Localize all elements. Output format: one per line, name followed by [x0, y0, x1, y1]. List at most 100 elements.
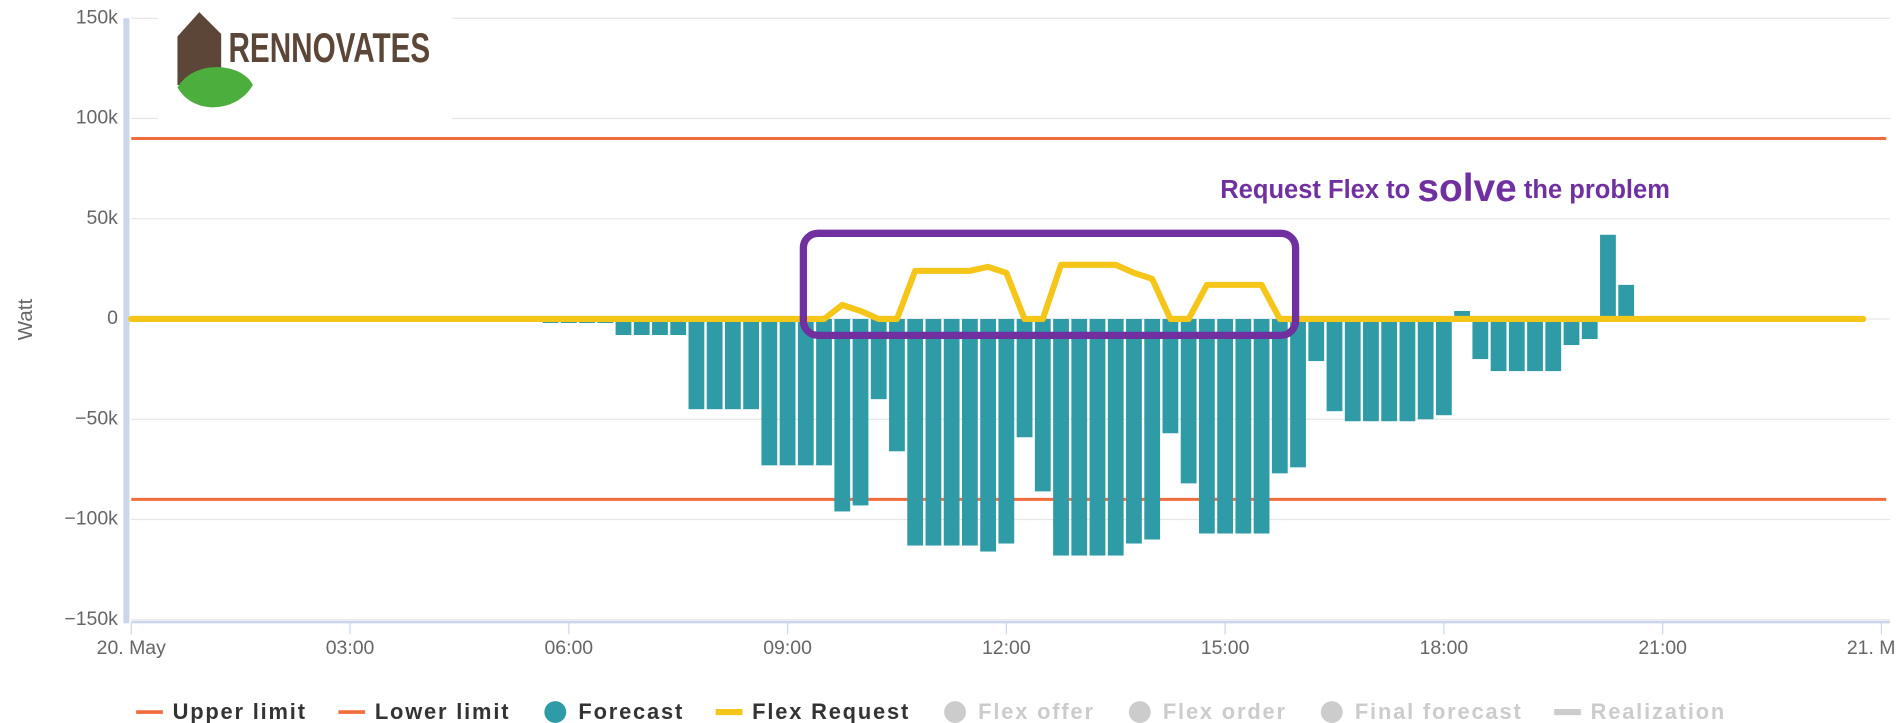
annotation-part: Request Flex to [1220, 176, 1417, 204]
bar [1618, 284, 1635, 319]
logo-leaf [177, 67, 253, 108]
bar [1344, 318, 1361, 422]
x-tick-label: 21. May [1847, 637, 1896, 659]
legend-label: Lower limit [375, 699, 510, 723]
legend-item: Lower limit [338, 699, 510, 723]
bar [633, 318, 650, 336]
bar [652, 318, 668, 336]
bar [706, 318, 723, 410]
bar [961, 318, 978, 546]
bar [1180, 318, 1197, 484]
legend-label: Realization [1591, 699, 1726, 723]
x-tick-label: 09:00 [763, 637, 812, 659]
bar [1217, 318, 1234, 534]
legend-item: Flex Request [715, 699, 910, 723]
bar [925, 318, 942, 546]
legend-symbol [1128, 701, 1151, 723]
y-tick-label: 50k [87, 207, 119, 229]
legend-label: Upper limit [173, 699, 307, 723]
legend-label: Flex offer [978, 699, 1095, 723]
legend-symbol [944, 701, 967, 723]
legend-item: Final forecast [1320, 699, 1521, 723]
x-tick-label: 18:00 [1420, 637, 1469, 659]
y-tick-label: 150k [76, 6, 118, 28]
bar [1071, 318, 1088, 556]
y-tick-label: −100k [64, 508, 118, 530]
legend-item: Flex order [1128, 699, 1287, 723]
bar [797, 318, 814, 466]
y-tick-label: −50k [75, 407, 118, 429]
bar [1162, 318, 1179, 434]
x-tick-label: 12:00 [982, 637, 1031, 659]
bar [1600, 234, 1616, 319]
y-tick-label: 100k [76, 107, 118, 129]
bar [1326, 318, 1343, 412]
legend-item: Forecast [544, 699, 684, 723]
x-tick-label: 06:00 [544, 637, 593, 659]
annotation: Request Flex to solve the problem [1220, 167, 1670, 210]
bar [1271, 318, 1288, 474]
bar [688, 318, 705, 410]
plot-area [128, 137, 1887, 556]
bar [1399, 318, 1416, 422]
highlight-box [799, 229, 1300, 340]
y-tick-label: −150k [64, 608, 118, 630]
bar [834, 318, 851, 512]
bar [1581, 318, 1598, 340]
bar [1089, 318, 1106, 556]
bar [1144, 318, 1161, 540]
legend-label: Flex Request [752, 699, 910, 723]
bar [615, 318, 632, 336]
bar [1308, 318, 1325, 362]
bar [1016, 318, 1033, 438]
bar [1490, 318, 1507, 372]
bar [980, 318, 997, 552]
legend-label: Forecast [578, 699, 684, 723]
bar [1508, 318, 1525, 372]
grid: −150k −100k −50k 0 50k 100k 150k 20. May 03:00 06… [64, 6, 1896, 659]
logo-house [177, 12, 222, 86]
bar [870, 318, 887, 400]
legend-item: Flex offer [944, 699, 1095, 723]
legend: Upper limit Lower limit Forecast Flex Reque… [136, 699, 1726, 723]
legend-item: Upper limit [136, 699, 307, 723]
logo-text: RENNOVATES [228, 25, 430, 71]
bar [889, 318, 905, 452]
x-tick-label: 20. May [97, 637, 166, 659]
bar [1107, 318, 1124, 556]
y-axis-label: Watt [14, 298, 37, 340]
bar [1417, 318, 1434, 420]
bar [670, 318, 687, 336]
bar [1545, 318, 1562, 372]
bar [743, 318, 760, 410]
bar [943, 318, 960, 546]
bar [1290, 318, 1306, 468]
bar [1563, 318, 1580, 346]
legend-item: Realization [1554, 699, 1726, 723]
bar [852, 318, 869, 506]
bar [1034, 318, 1051, 492]
y-tick-label: 0 [107, 307, 118, 329]
annotation-part: the problem [1517, 176, 1670, 204]
bar [1472, 318, 1489, 360]
bar [1527, 318, 1543, 372]
bar [1053, 318, 1069, 556]
bar [1435, 318, 1452, 416]
bar [998, 318, 1015, 544]
bar [907, 318, 924, 546]
legend-label: Flex order [1163, 699, 1287, 723]
bar [1381, 318, 1398, 422]
legend-symbol [544, 701, 567, 723]
logo: RENNOVATES [158, 3, 453, 122]
bar [779, 318, 796, 466]
legend-symbol [1320, 701, 1343, 723]
bar [1198, 318, 1215, 534]
annotation-emphasis: solve [1417, 167, 1516, 210]
bar [761, 318, 778, 466]
bar [1253, 318, 1270, 534]
bar [1363, 318, 1379, 422]
bar [1235, 318, 1252, 534]
bar [1126, 318, 1142, 544]
